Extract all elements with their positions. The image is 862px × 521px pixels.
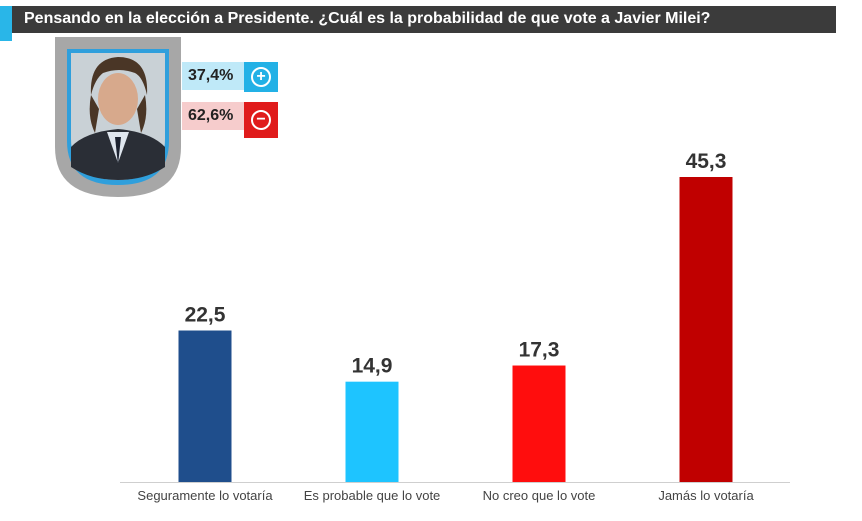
title-accent [0, 6, 12, 41]
bar-value-label: 14,9 [352, 355, 393, 378]
bar [512, 365, 566, 482]
negative-summary: 62,6% − [182, 102, 278, 138]
bar-value-label: 17,3 [519, 339, 560, 362]
bar-value-label: 22,5 [185, 304, 226, 327]
bar [679, 177, 733, 482]
category-label: No creo que lo vote [483, 488, 596, 503]
positive-summary-bg [182, 62, 244, 90]
category-label: Es probable que lo vote [304, 488, 441, 503]
title-bar: Pensando en la elección a Presidente. ¿C… [0, 6, 836, 41]
bar [178, 330, 232, 482]
chart-title: Pensando en la elección a Presidente. ¿C… [24, 10, 711, 27]
negative-summary-bg [182, 102, 244, 130]
minus-circle-icon: − [251, 110, 271, 130]
bar [345, 381, 399, 482]
negative-value: 62,6% [188, 107, 234, 124]
plus-circle-icon: + [251, 67, 271, 87]
positive-summary: 37,4% + [182, 62, 278, 92]
negative-badge: − [244, 102, 278, 138]
candidate-portrait [55, 37, 181, 197]
category-label: Jamás lo votaría [658, 488, 754, 503]
category-label: Seguramente lo votaría [137, 488, 273, 503]
positive-value: 37,4% [188, 67, 234, 84]
positive-badge: + [244, 62, 278, 92]
bar-value-label: 45,3 [686, 150, 727, 173]
